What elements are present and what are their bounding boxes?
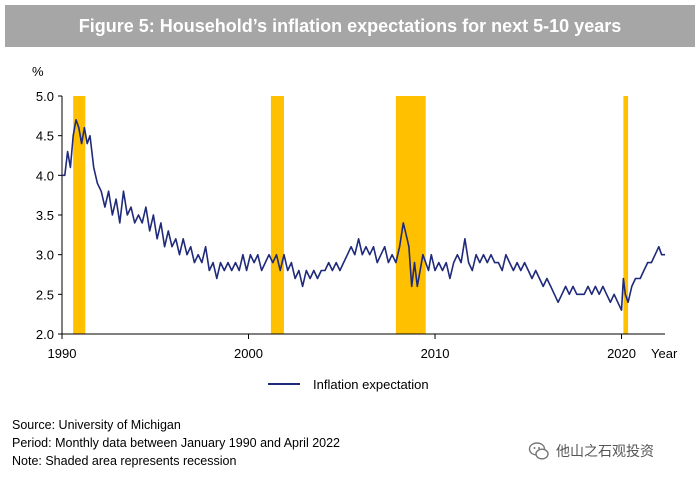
chart-title-bar: Figure 5: Household’s inflation expectat… [5,5,695,47]
period-note: Period: Monthly data between January 199… [12,436,341,450]
y-tick-label: 4.5 [36,129,54,144]
legend-label: Inflation expectation [313,377,429,392]
chart-notes: Source: University of Michigan Period: M… [12,416,340,470]
series-line-inflation-expectation [62,119,665,311]
recession-band [270,96,284,334]
recession-note: Note: Shaded area represents recession [12,454,237,468]
wechat-icon [528,442,549,460]
x-tick-label: 1990 [48,346,77,361]
watermark: 他山之石观投资 [528,440,654,462]
y-tick-label: 2.0 [36,327,54,342]
recession-band [395,96,426,334]
x-tick-label: 2010 [421,346,450,361]
chart-title: Figure 5: Household’s inflation expectat… [78,15,622,36]
y-tick-label: 3.5 [36,208,54,223]
legend: Inflation expectation [268,377,429,392]
x-tick-label: 2020 [607,346,636,361]
recession-band [623,96,629,334]
recession-band [73,96,86,334]
watermark-text: 他山之石观投资 [556,444,654,460]
x-tick-label: 2000 [234,346,263,361]
y-tick-label: 5.0 [36,89,54,104]
y-tick-label: 4.0 [36,168,54,183]
y-axis-unit: % [32,64,44,79]
y-tick-label: 3.0 [36,248,54,263]
y-tick-label: 2.5 [36,287,54,302]
x-axis-label: Year [651,346,678,361]
source-note: Source: University of Michigan [12,418,181,432]
